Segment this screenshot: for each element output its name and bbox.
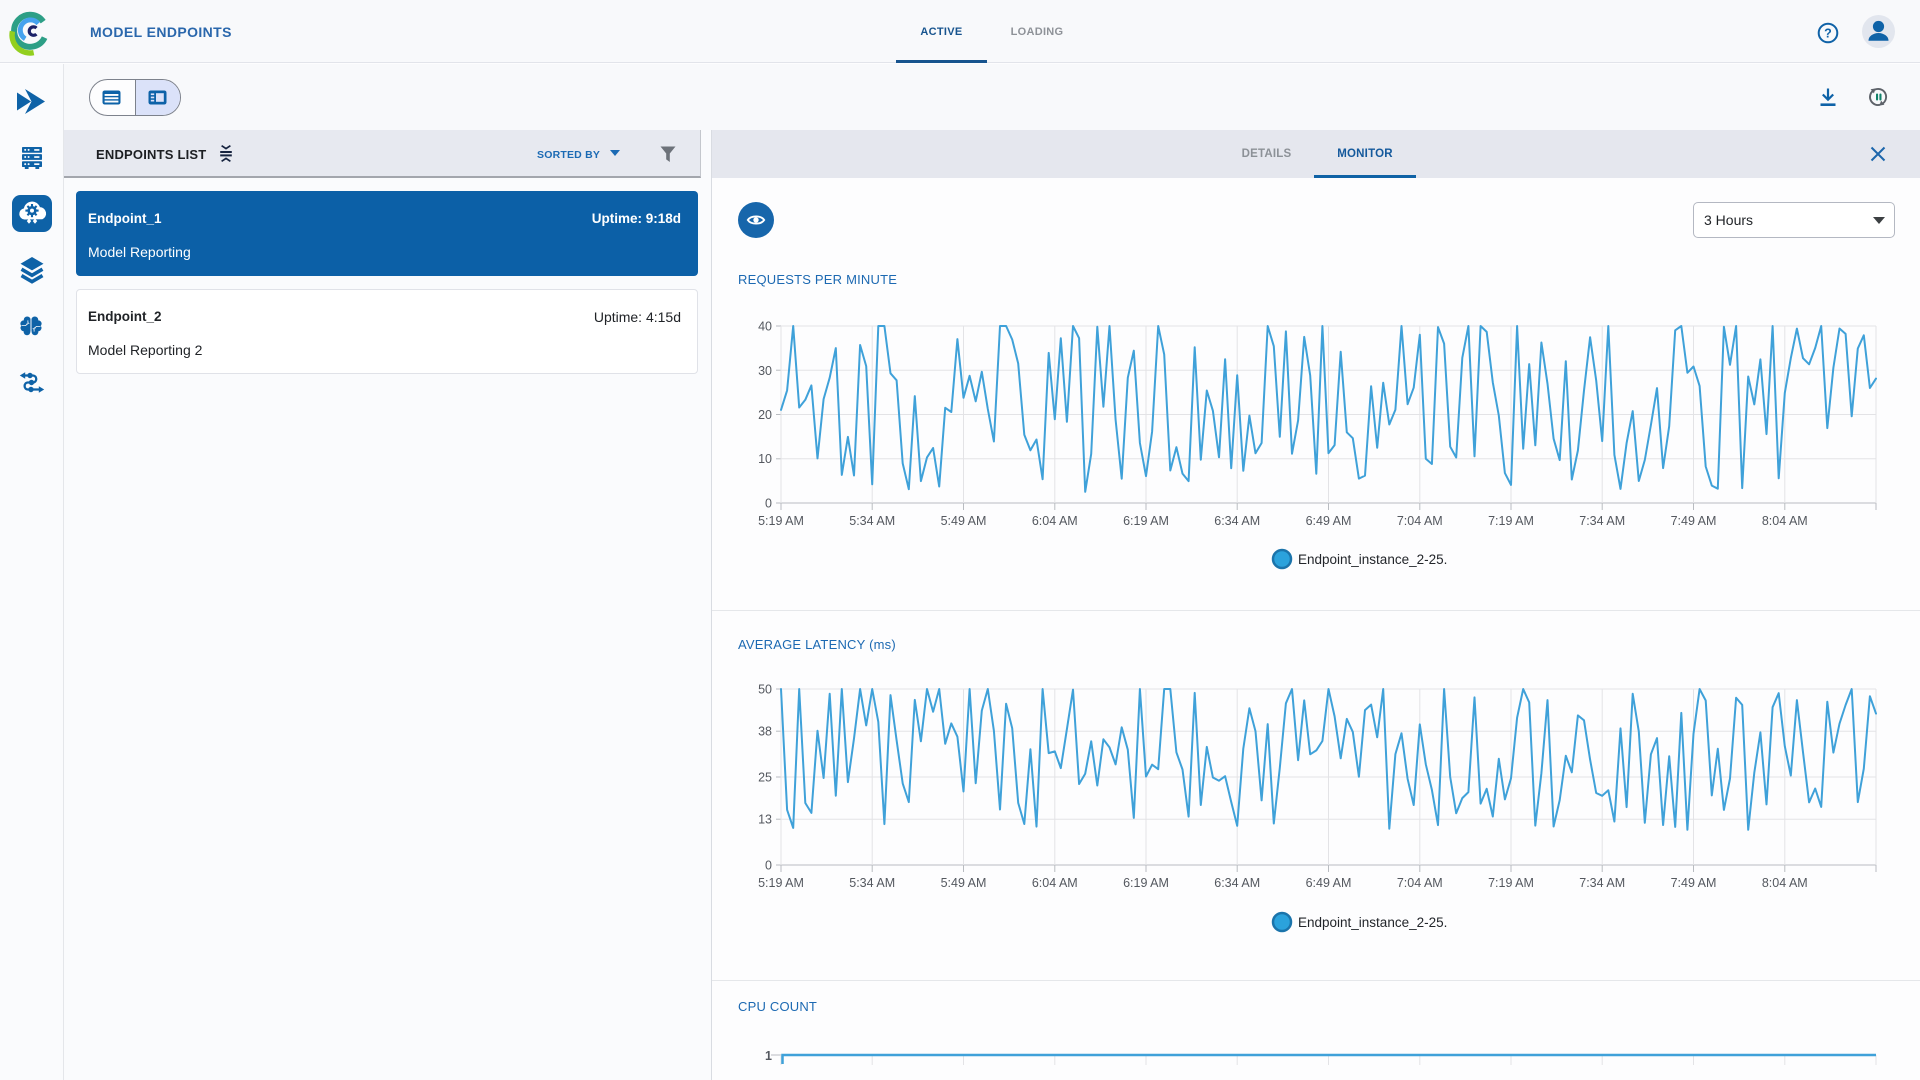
svg-text:7:19 AM: 7:19 AM [1488,876,1534,890]
svg-text:6:49 AM: 6:49 AM [1306,514,1352,528]
svg-text:25: 25 [758,771,772,785]
svg-text:20: 20 [758,408,772,422]
svg-text:1: 1 [765,1049,772,1063]
svg-text:10: 10 [758,452,772,466]
svg-text:6:19 AM: 6:19 AM [1123,514,1169,528]
svg-text:50: 50 [758,683,772,697]
svg-text:8:04 AM: 8:04 AM [1762,876,1808,890]
svg-text:7:19 AM: 7:19 AM [1488,514,1534,528]
svg-text:5:49 AM: 5:49 AM [941,876,987,890]
svg-text:13: 13 [758,813,772,827]
svg-text:6:04 AM: 6:04 AM [1032,514,1078,528]
svg-text:5:19 AM: 5:19 AM [758,514,804,528]
svg-text:7:34 AM: 7:34 AM [1579,514,1625,528]
svg-text:Endpoint_instance_2-25.: Endpoint_instance_2-25. [1298,915,1447,930]
svg-text:5:34 AM: 5:34 AM [849,876,895,890]
svg-text:7:04 AM: 7:04 AM [1397,876,1443,890]
svg-text:0: 0 [765,859,772,873]
svg-text:5:49 AM: 5:49 AM [941,514,987,528]
svg-text:7:34 AM: 7:34 AM [1579,876,1625,890]
svg-text:5:19 AM: 5:19 AM [758,876,804,890]
svg-text:30: 30 [758,364,772,378]
svg-text:40: 40 [758,320,772,334]
svg-text:Endpoint_instance_2-25.: Endpoint_instance_2-25. [1298,552,1447,567]
svg-text:7:49 AM: 7:49 AM [1671,514,1717,528]
svg-text:0: 0 [765,497,772,511]
svg-text:6:34 AM: 6:34 AM [1214,876,1260,890]
svg-text:6:34 AM: 6:34 AM [1214,514,1260,528]
svg-text:7:04 AM: 7:04 AM [1397,514,1443,528]
svg-text:6:49 AM: 6:49 AM [1306,876,1352,890]
svg-text:38: 38 [758,725,772,739]
svg-text:6:19 AM: 6:19 AM [1123,876,1169,890]
svg-text:7:49 AM: 7:49 AM [1671,876,1717,890]
svg-text:?: ? [1824,27,1832,41]
svg-text:6:04 AM: 6:04 AM [1032,876,1078,890]
svg-text:5:34 AM: 5:34 AM [849,514,895,528]
svg-text:8:04 AM: 8:04 AM [1762,514,1808,528]
